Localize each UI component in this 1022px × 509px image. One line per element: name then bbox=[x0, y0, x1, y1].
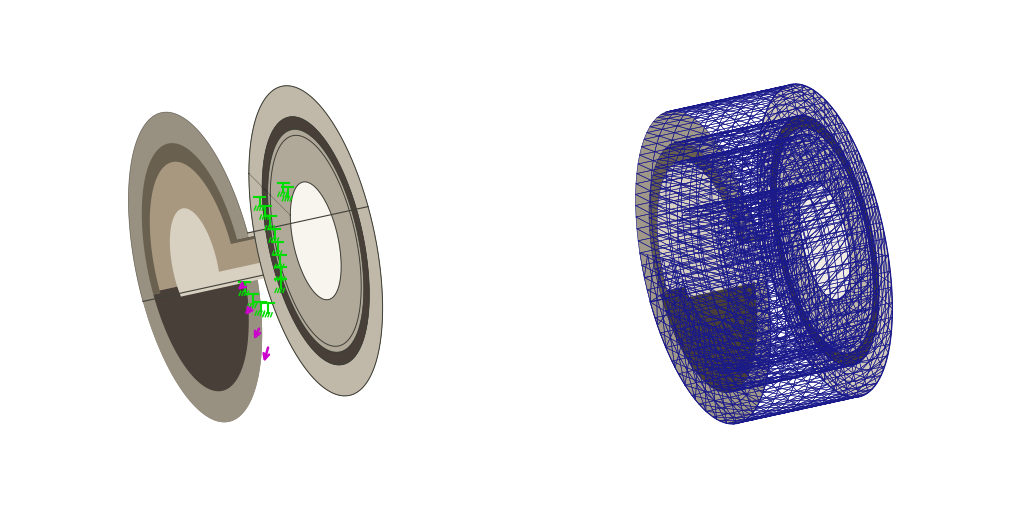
Polygon shape bbox=[263, 118, 369, 365]
Polygon shape bbox=[153, 214, 369, 391]
Polygon shape bbox=[150, 136, 352, 291]
Polygon shape bbox=[129, 87, 368, 302]
Polygon shape bbox=[667, 218, 871, 374]
Polygon shape bbox=[757, 85, 892, 398]
Polygon shape bbox=[678, 182, 848, 297]
Polygon shape bbox=[290, 183, 341, 300]
Polygon shape bbox=[143, 207, 382, 422]
Polygon shape bbox=[636, 85, 878, 302]
Polygon shape bbox=[657, 135, 861, 291]
Polygon shape bbox=[649, 116, 867, 295]
Polygon shape bbox=[799, 182, 850, 301]
Polygon shape bbox=[661, 214, 879, 393]
Polygon shape bbox=[249, 87, 382, 396]
Polygon shape bbox=[129, 113, 262, 422]
Polygon shape bbox=[636, 111, 771, 424]
Polygon shape bbox=[142, 118, 358, 295]
Polygon shape bbox=[771, 116, 879, 366]
Polygon shape bbox=[777, 129, 873, 353]
Polygon shape bbox=[268, 130, 364, 352]
Polygon shape bbox=[650, 207, 892, 424]
Polygon shape bbox=[159, 218, 361, 373]
Polygon shape bbox=[170, 183, 339, 297]
